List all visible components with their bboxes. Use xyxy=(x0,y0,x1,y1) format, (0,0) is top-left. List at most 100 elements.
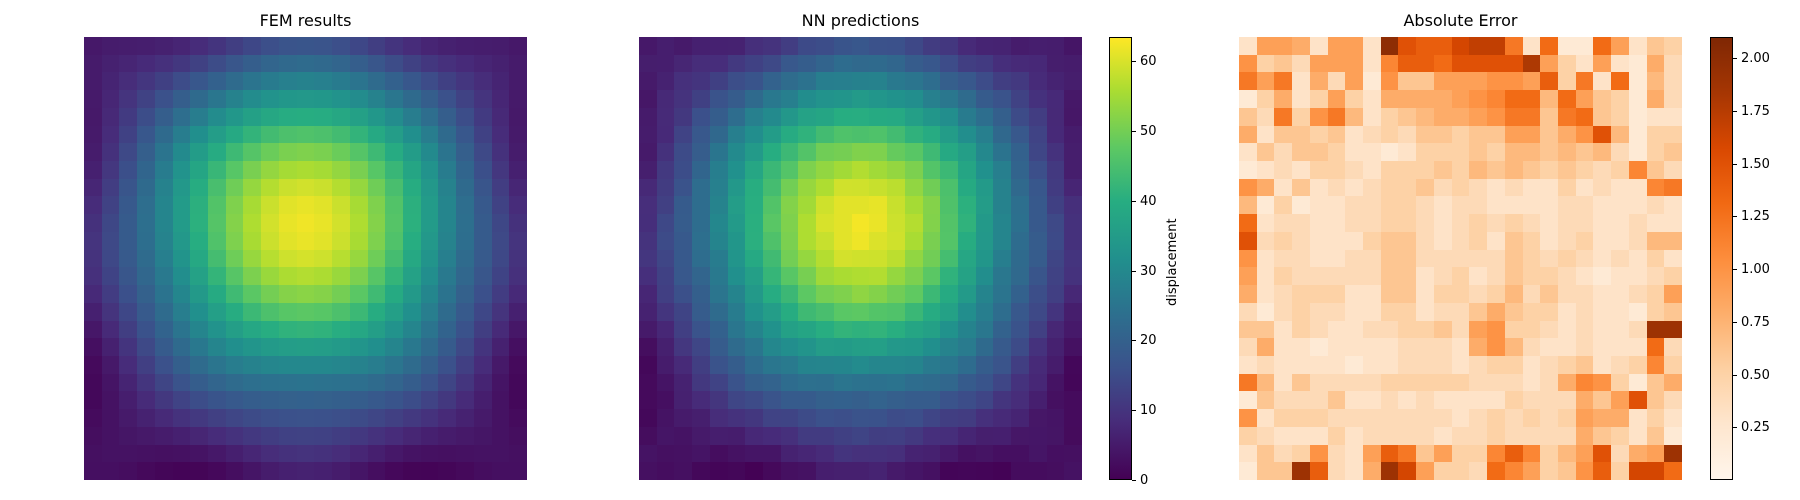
error-cell xyxy=(1416,267,1434,285)
fem-cell xyxy=(314,427,332,445)
fem-cell xyxy=(297,143,314,161)
displacement-tick-mark xyxy=(1132,410,1136,411)
error-cell xyxy=(1452,285,1469,303)
nn-cell xyxy=(958,72,976,90)
error-cell xyxy=(1381,321,1398,338)
nn-cell xyxy=(976,356,993,374)
nn-cell xyxy=(1064,196,1082,214)
fem-cell xyxy=(385,356,403,374)
error-cell xyxy=(1469,409,1487,427)
fem-cell xyxy=(279,356,297,374)
fem-cell xyxy=(137,321,155,338)
error-cell xyxy=(1257,55,1274,72)
error-cell xyxy=(1398,143,1416,161)
error-cell xyxy=(1274,214,1292,232)
error-cell xyxy=(1434,321,1452,338)
fem-cell xyxy=(137,338,155,356)
nn-cell xyxy=(1029,161,1047,179)
nn-cell xyxy=(940,108,958,126)
error-cell xyxy=(1239,90,1257,108)
error-cell xyxy=(1469,143,1487,161)
error-cell xyxy=(1523,37,1540,55)
fem-cell xyxy=(385,445,403,462)
fem-cell xyxy=(403,161,421,179)
fem-cell xyxy=(173,427,190,445)
fem-cell xyxy=(84,72,102,90)
fem-cell xyxy=(226,232,243,250)
fem-cell xyxy=(226,143,243,161)
nn-cell xyxy=(993,250,1011,267)
error-cell xyxy=(1434,374,1452,391)
error-cell xyxy=(1540,321,1558,338)
nn-cell xyxy=(674,285,692,303)
fem-cell xyxy=(190,196,208,214)
error-cell xyxy=(1363,126,1381,143)
error-cell xyxy=(1469,445,1487,462)
error-cell xyxy=(1345,55,1363,72)
error-cell xyxy=(1328,232,1345,250)
nn-cell xyxy=(745,232,763,250)
fem-cell xyxy=(403,285,421,303)
fem-cell xyxy=(226,72,243,90)
fem-cell xyxy=(102,409,119,427)
fem-cell xyxy=(243,321,261,338)
error-cell xyxy=(1292,232,1310,250)
error-cell xyxy=(1274,72,1292,90)
error-cell xyxy=(1274,374,1292,391)
fem-cell xyxy=(332,462,350,480)
nn-cell xyxy=(639,267,657,285)
fem-cell xyxy=(261,161,279,179)
fem-cell xyxy=(438,409,456,427)
nn-cell xyxy=(958,108,976,126)
error-cell xyxy=(1629,37,1647,55)
nn-cell xyxy=(905,161,923,179)
error-cell xyxy=(1239,161,1257,179)
fem-cell xyxy=(474,196,492,214)
error-cell xyxy=(1416,126,1434,143)
fem-cell xyxy=(243,267,261,285)
nn-cell xyxy=(887,321,905,338)
nn-cell xyxy=(1029,391,1047,409)
nn-cell xyxy=(1011,267,1029,285)
nn-cell xyxy=(993,338,1011,356)
fem-cell xyxy=(350,374,368,391)
nn-cell xyxy=(993,232,1011,250)
error-cell xyxy=(1505,37,1523,55)
error-cell xyxy=(1328,143,1345,161)
nn-cell xyxy=(923,427,940,445)
fem-cell xyxy=(368,321,385,338)
fem-cell xyxy=(243,214,261,232)
error-cell xyxy=(1363,37,1381,55)
fem-cell xyxy=(208,161,226,179)
fem-cell xyxy=(190,161,208,179)
error-cell xyxy=(1257,267,1274,285)
nn-cell xyxy=(816,179,834,196)
fem-cell xyxy=(261,90,279,108)
nn-cell xyxy=(781,161,798,179)
error-cell xyxy=(1558,143,1576,161)
nn-cell xyxy=(728,232,745,250)
nn-cell xyxy=(869,250,887,267)
fem-heatmap xyxy=(84,37,527,480)
nn-cell xyxy=(1011,72,1029,90)
error-cell xyxy=(1523,108,1540,126)
fem-cell xyxy=(509,90,527,108)
fem-cell xyxy=(403,143,421,161)
fem-cell xyxy=(368,126,385,143)
error-cell xyxy=(1664,90,1682,108)
nn-cell xyxy=(976,179,993,196)
error-cell xyxy=(1239,196,1257,214)
fem-cell xyxy=(243,250,261,267)
error-cell xyxy=(1469,321,1487,338)
fem-cell xyxy=(368,232,385,250)
error-cell xyxy=(1505,462,1523,480)
fem-cell xyxy=(403,90,421,108)
fem-cell xyxy=(226,321,243,338)
error-cell xyxy=(1487,409,1505,427)
fem-cell xyxy=(350,356,368,374)
nn-cell xyxy=(905,108,923,126)
error-cell xyxy=(1576,391,1593,409)
fem-cell xyxy=(350,37,368,55)
fem-cell xyxy=(456,427,474,445)
fem-cell xyxy=(492,196,509,214)
